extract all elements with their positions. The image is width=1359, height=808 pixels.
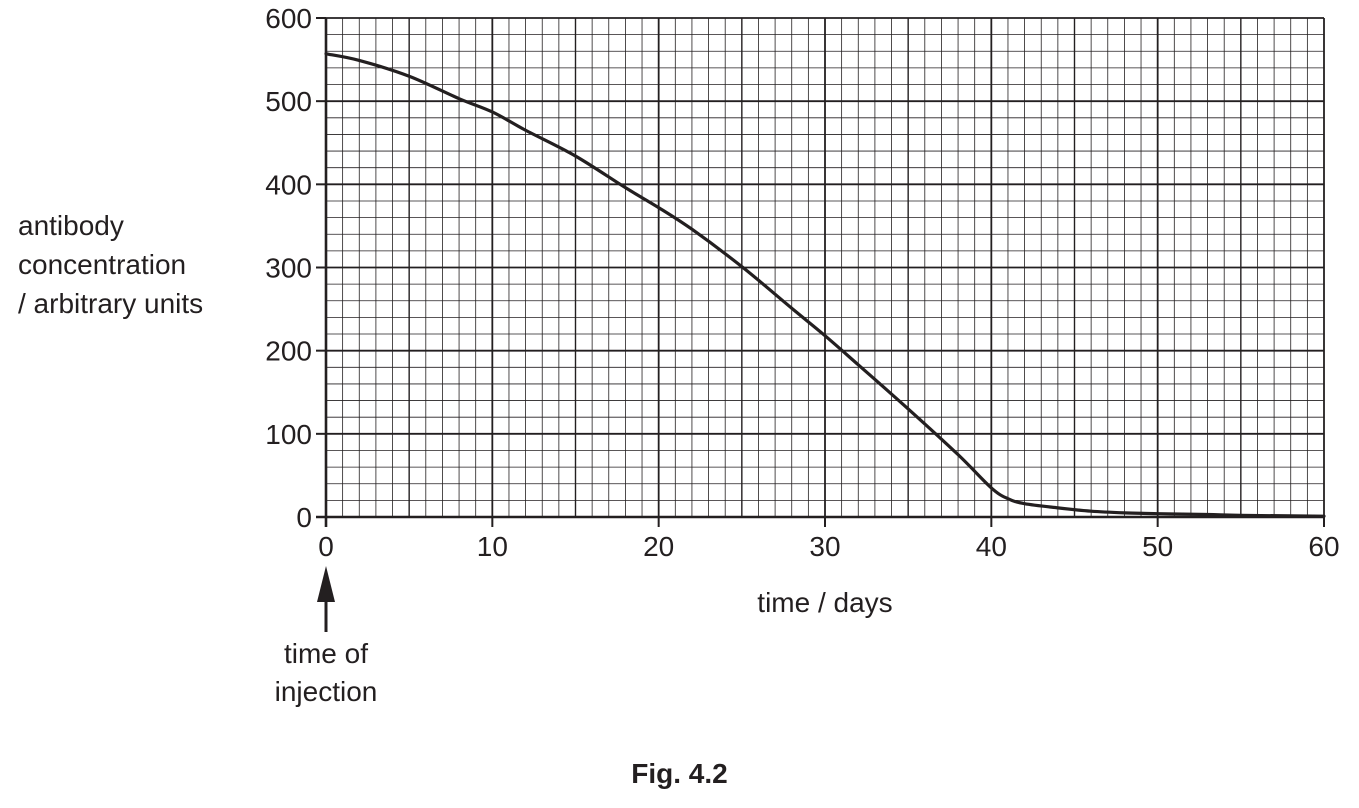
x-axis-label: time / days bbox=[757, 587, 892, 618]
y-axis-label-line-3: / arbitrary units bbox=[18, 288, 204, 319]
x-tick-label: 30 bbox=[809, 531, 840, 562]
series-layer bbox=[324, 52, 1326, 518]
y-tick-label: 100 bbox=[265, 419, 312, 450]
arrow-head bbox=[317, 566, 335, 602]
x-tick-label: 0 bbox=[318, 531, 334, 562]
injection-annotation: time of injection bbox=[256, 635, 396, 711]
x-tick-label: 40 bbox=[976, 531, 1007, 562]
y-tick-label: 400 bbox=[265, 169, 312, 200]
x-tick-label: 60 bbox=[1308, 531, 1339, 562]
series-line-0 bbox=[324, 52, 1326, 518]
figure-caption: Fig. 4.2 bbox=[631, 758, 728, 789]
y-tick-label: 600 bbox=[265, 3, 312, 34]
x-tick-label: 50 bbox=[1142, 531, 1173, 562]
y-tick-label: 500 bbox=[265, 86, 312, 117]
x-tick-labels: 0 10 20 30 40 50 60 bbox=[318, 531, 1339, 562]
injection-arrow bbox=[317, 566, 335, 632]
x-tick-label: 10 bbox=[477, 531, 508, 562]
injection-annotation-line-1: time of bbox=[283, 638, 369, 669]
y-tick-label: 0 bbox=[296, 502, 312, 533]
x-tick-label: 20 bbox=[643, 531, 674, 562]
y-tick-label: 300 bbox=[265, 253, 312, 284]
axes bbox=[316, 17, 1325, 527]
injection-annotation-line-2: injection bbox=[274, 676, 378, 707]
y-axis-label-line-2: concentration bbox=[18, 249, 187, 280]
y-tick-label: 200 bbox=[265, 336, 312, 367]
y-tick-labels: 0 100 200 300 400 500 600 bbox=[265, 3, 312, 533]
y-axis-label-line-1: antibody bbox=[18, 210, 124, 241]
